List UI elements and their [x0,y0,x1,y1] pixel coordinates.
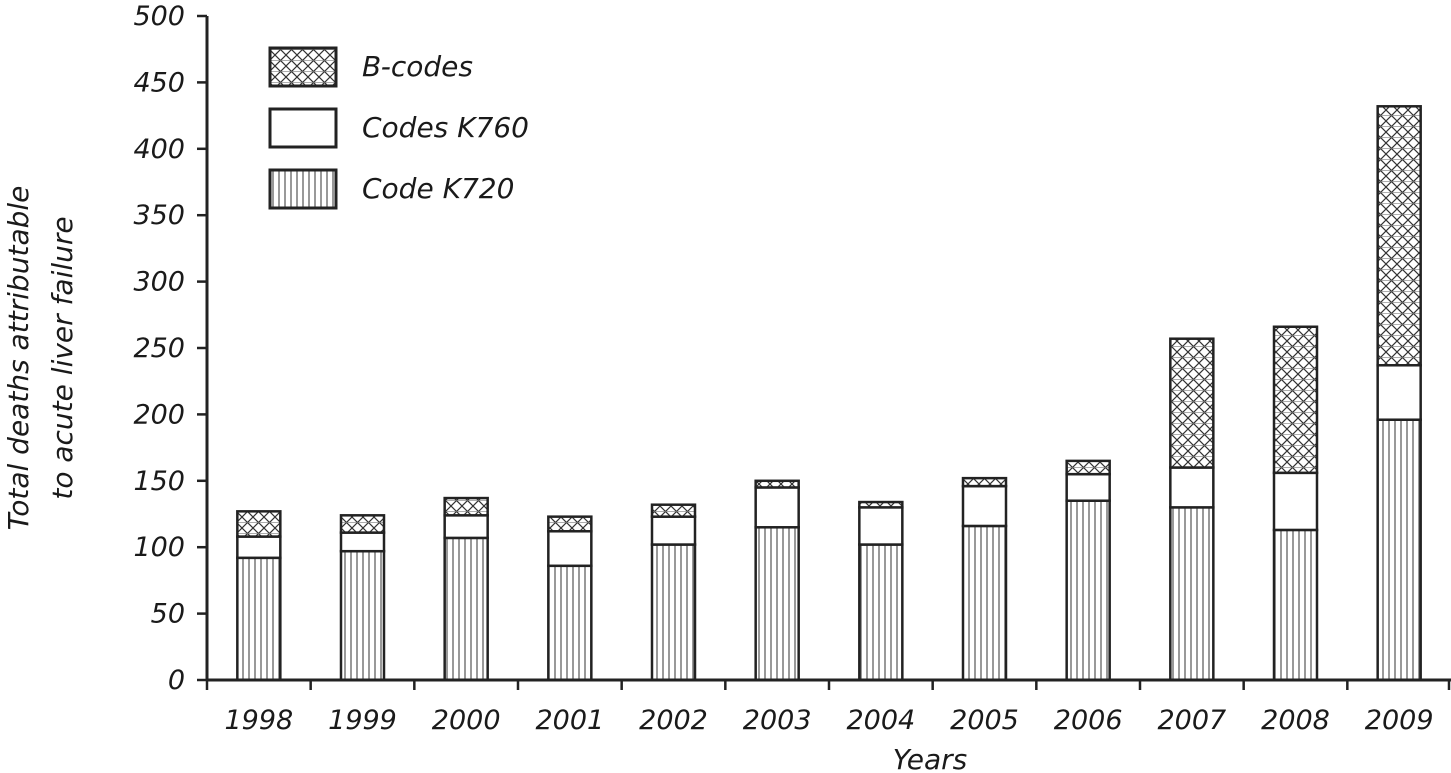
bar-segment-codes-k760-2003 [754,486,800,529]
bar-segment-codes-k760-1999 [339,531,386,553]
y-tick-label: 50 [151,599,185,630]
x-tick-label: 2004 [846,705,915,736]
bar-segment-codes-k760-1998 [236,535,282,560]
y-tick-label: 500 [133,1,185,32]
y-tick-label: 400 [133,134,185,165]
bar-segment-b-codes-2001 [547,515,593,533]
y-tick-label: 300 [133,267,185,298]
bar-segment-codes-k760-2004 [858,506,904,546]
bar-segment-code-k720-2009 [1376,418,1422,682]
bar-segment-b-codes-2005 [961,476,1008,488]
bar-segment-b-codes-1999 [339,514,386,534]
x-tick-label: 2006 [1054,705,1123,736]
x-tick-label: 2001 [535,705,604,736]
bar-segment-b-codes-2007 [1169,337,1215,469]
bar-segment-codes-k760-2002 [650,515,697,546]
bar-segment-code-k720-2000 [443,536,489,682]
legend-label: Code K720 [362,172,514,205]
x-tick-label: 2009 [1365,705,1434,736]
bar-segment-code-k720-2007 [1169,506,1215,682]
bar-segment-codes-k760-2000 [443,514,489,540]
bar-segment-codes-k760-2006 [1065,472,1111,502]
bar-segment-b-codes-2003 [754,479,800,489]
bar-segment-codes-k760-2007 [1169,466,1215,509]
bar-segment-b-codes-1998 [236,510,282,538]
bar-segment-b-codes-2008 [1272,325,1319,475]
bar-segment-code-k720-2002 [650,543,697,682]
bar-segment-code-k720-2001 [547,564,593,682]
bar-segment-code-k720-2008 [1272,528,1319,682]
x-axis: 1998 1999 2000 2001 2002 2003 2004 2005 2006 2007… [205,678,1451,736]
y-axis: 0 50 100 150 200 250 300 350 400 450 500 [133,1,209,696]
bar-segment-b-codes-2002 [650,503,697,518]
bar-segment-b-codes-2009 [1376,105,1422,367]
bar-segment-code-k720-1998 [236,556,282,682]
x-tick-label: 2005 [950,705,1019,736]
legend: B-codes Codes K760 Code K720 [268,46,529,210]
bar-segment-codes-k760-2005 [961,484,1008,528]
x-tick-label: 2003 [743,705,812,736]
y-tick-label: 450 [133,67,185,98]
y-tick-label: 200 [133,399,185,430]
x-tick-label: 1999 [328,705,397,736]
bar-segment-code-k720-2006 [1065,499,1111,682]
legend-label: B-codes [362,50,473,83]
bar-segment-codes-k760-2009 [1376,364,1422,421]
bar-segment-codes-k760-2008 [1272,471,1319,532]
y-tick-label: 0 [168,665,185,696]
legend-label: Codes K760 [362,111,529,144]
x-tick-label: 1998 [224,705,293,736]
bars [236,105,1422,682]
y-axis-title: Total deaths attributable to acute liver … [2,186,79,531]
y-tick-label: 100 [133,532,185,563]
legend-swatch [268,46,338,88]
y-axis-title-line: to acute liver failure [46,216,79,499]
x-tick-label: 2008 [1261,705,1330,736]
bar-segment-b-codes-2000 [443,496,489,517]
x-axis-title: Years [893,743,968,773]
bar-segment-b-codes-2006 [1065,459,1111,476]
x-tick-label: 2007 [1157,705,1226,736]
y-tick-label: 150 [133,466,185,497]
legend-swatch [268,107,338,149]
x-tick-label: 2000 [432,705,501,736]
y-tick-label: 350 [133,200,185,231]
bar-segment-codes-k760-2001 [547,530,593,568]
x-tick-label: 2002 [639,705,708,736]
y-tick-label: 250 [133,333,185,364]
bar-segment-code-k720-2004 [858,543,904,682]
legend-swatch [268,168,338,210]
bar-segment-code-k720-2003 [754,526,800,682]
bar-segment-b-codes-2004 [858,500,904,509]
bar-segment-code-k720-1999 [339,549,386,682]
bar-segment-code-k720-2005 [961,524,1008,682]
y-axis-title-line: Total deaths attributable [2,186,35,531]
